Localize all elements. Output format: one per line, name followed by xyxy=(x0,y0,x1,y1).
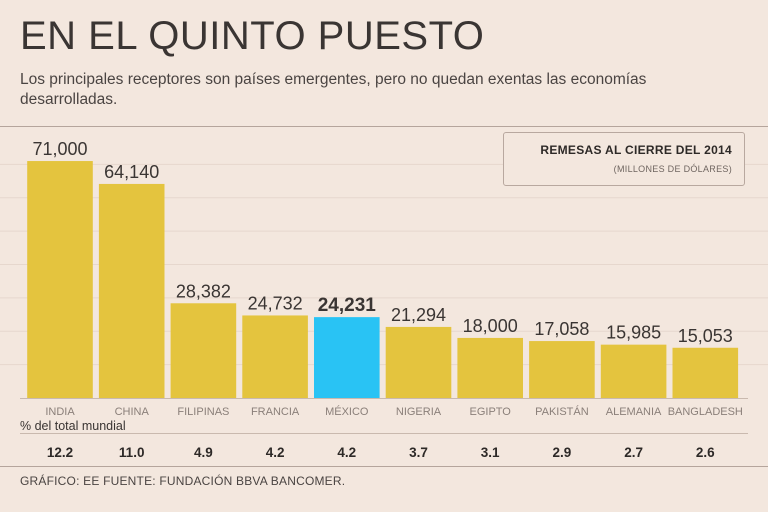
category-label-8: ALEMANIA xyxy=(606,406,662,418)
percent-value-0: 12.2 xyxy=(47,445,73,460)
percent-value-9: 2.6 xyxy=(696,445,715,460)
header-divider xyxy=(0,126,768,127)
percent-value-2: 4.9 xyxy=(194,445,213,460)
bar-9 xyxy=(672,347,739,398)
percent-value-1: 11.0 xyxy=(119,445,145,460)
percent-value-7: 2.9 xyxy=(553,445,572,460)
percent-value-8: 2.7 xyxy=(624,445,643,460)
category-label-3: FRANCIA xyxy=(251,406,300,418)
category-label-5: NIGERIA xyxy=(396,406,442,418)
percent-value-4: 4.2 xyxy=(337,445,356,460)
category-label-4: MÉXICO xyxy=(325,405,369,418)
bar-0 xyxy=(27,161,93,398)
data-label-8: 15,985 xyxy=(606,323,661,343)
data-label-4: 24,231 xyxy=(318,295,377,316)
category-label-2: FILIPINAS xyxy=(177,406,229,418)
bar-5 xyxy=(385,326,452,398)
page-title: EN EL QUINTO PUESTO xyxy=(20,14,485,58)
category-label-0: INDIA xyxy=(45,406,75,418)
page-subtitle: Los principales receptores son países em… xyxy=(20,71,647,108)
bar-6 xyxy=(457,337,523,398)
bar-8 xyxy=(600,344,667,398)
category-label-7: PAKISTÁN xyxy=(535,405,589,418)
percent-value-6: 3.1 xyxy=(481,445,500,460)
legend-title: REMESAS AL CIERRE DEL 2014 xyxy=(540,143,732,157)
legend-units: (MILLONES DE DÓLARES) xyxy=(613,164,732,174)
bar-3 xyxy=(242,315,308,398)
data-label-0: 71,000 xyxy=(32,139,87,159)
bar-7 xyxy=(529,341,595,398)
bar-4 xyxy=(314,317,380,398)
data-label-6: 18,000 xyxy=(463,316,518,336)
data-label-3: 24,732 xyxy=(248,293,303,313)
source-footer: GRÁFICO: EE FUENTE: FUNDACIÓN BBVA BANCO… xyxy=(20,474,346,488)
data-label-5: 21,294 xyxy=(391,305,446,325)
legend-box: REMESAS AL CIERRE DEL 2014 (MILLONES DE … xyxy=(503,132,745,186)
data-label-1: 64,140 xyxy=(104,162,159,182)
data-label-2: 28,382 xyxy=(176,281,231,301)
bar-2 xyxy=(170,303,237,398)
category-label-1: CHINA xyxy=(115,406,150,418)
category-label-6: EGIPTO xyxy=(470,406,512,418)
percent-row-header: % del total mundial xyxy=(20,419,126,433)
bar-1 xyxy=(98,183,165,398)
data-label-7: 17,058 xyxy=(534,319,589,339)
percent-value-3: 4.2 xyxy=(266,445,285,460)
category-label-9: BANGLADESH xyxy=(668,406,743,418)
percent-value-5: 3.7 xyxy=(409,445,428,460)
data-label-9: 15,053 xyxy=(678,326,733,346)
